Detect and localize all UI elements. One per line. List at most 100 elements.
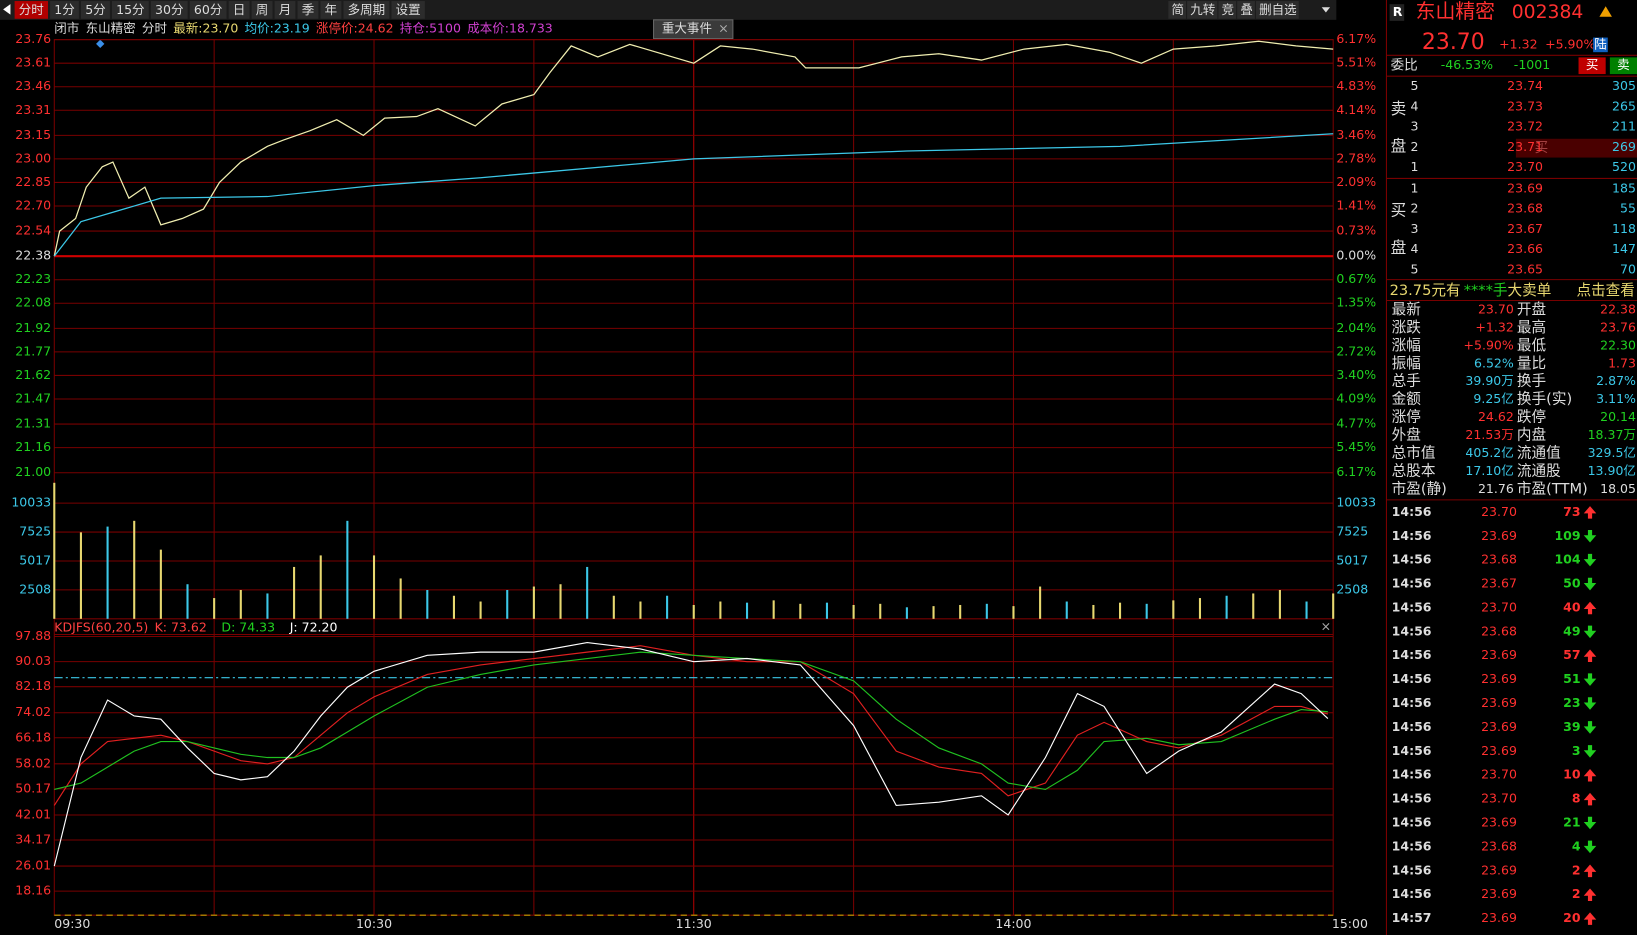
- trade-time: 14:56: [1392, 671, 1432, 686]
- kdj-tick-label: 74.02: [15, 704, 51, 719]
- tool-button-bg[interactable]: [1187, 1, 1218, 19]
- book-volume: 269: [1612, 139, 1636, 154]
- trade-arrow: [1583, 601, 1597, 615]
- tool-button[interactable]: 简: [1171, 2, 1184, 17]
- period-tab-label[interactable]: 15分: [116, 2, 145, 17]
- big-order-notice[interactable]: 点击查看: [1576, 282, 1634, 299]
- tool-button-bg[interactable]: [1168, 1, 1187, 19]
- period-tab-label[interactable]: 日: [233, 2, 246, 17]
- volume-tick-label: 2508: [19, 581, 51, 596]
- volume-bar: [1332, 593, 1335, 619]
- period-tab[interactable]: [274, 1, 296, 19]
- buy-button-bg[interactable]: [1578, 57, 1606, 75]
- sell-button[interactable]: 卖: [1617, 57, 1630, 72]
- period-tab[interactable]: [189, 1, 227, 19]
- period-tab-label[interactable]: 分时: [19, 2, 45, 17]
- big-order-notice: 23.75元有: [1390, 282, 1461, 299]
- stat-value: 9.25亿: [1473, 391, 1513, 406]
- volume-bar: [1118, 602, 1122, 619]
- period-tab[interactable]: [343, 1, 390, 19]
- pct-tick-label: 2.09%: [1336, 174, 1376, 189]
- volume-bar: [1145, 603, 1148, 619]
- kdj-tick-label: 58.02: [15, 755, 51, 770]
- book-price: 23.71: [1507, 139, 1543, 154]
- stat-value: 13.90亿: [1588, 463, 1636, 478]
- volume-bar: [213, 598, 216, 619]
- pct-tick-label: 5.45%: [1336, 439, 1376, 454]
- period-tab[interactable]: [50, 1, 79, 19]
- volume-bar: [79, 532, 82, 619]
- tool-button[interactable]: 叠: [1240, 2, 1253, 17]
- stat-value: 18.37万: [1588, 427, 1636, 442]
- volume-bar: [266, 593, 269, 619]
- period-tab-label[interactable]: 年: [325, 2, 338, 17]
- period-tab-label[interactable]: 30分: [155, 2, 184, 17]
- volume-bar: [612, 595, 615, 619]
- trade-arrow: [1583, 721, 1597, 734]
- volume-bar: [506, 589, 509, 619]
- volume-bar: [559, 584, 562, 619]
- tool-button-bg[interactable]: [1237, 1, 1255, 19]
- pct-tick-label: 0.73%: [1336, 223, 1376, 238]
- event-close[interactable]: ×: [718, 21, 729, 36]
- info-item: 最新:23.70: [173, 21, 238, 36]
- volume-bar: [639, 601, 642, 619]
- pct-tick-label: 0.00%: [1336, 248, 1376, 263]
- stat-label: 涨停: [1392, 409, 1421, 426]
- tool-button[interactable]: 删自选: [1259, 2, 1297, 17]
- alert-icon[interactable]: [1599, 6, 1612, 17]
- stat-value: 18.05: [1600, 481, 1636, 496]
- event-button-label[interactable]: 重大事件: [662, 21, 712, 36]
- stat-label: 涨幅: [1392, 337, 1421, 354]
- trade-time: 14:56: [1392, 528, 1432, 543]
- book-volume: 55: [1620, 201, 1636, 216]
- volume-bar: [399, 578, 402, 619]
- trade-time: 14:56: [1392, 576, 1432, 591]
- pct-tick-label: 6.17%: [1336, 464, 1376, 479]
- period-tab[interactable]: [81, 1, 110, 19]
- period-tab-label[interactable]: 5分: [85, 2, 106, 17]
- book-level: 3: [1410, 221, 1418, 236]
- volume-bar: [1039, 586, 1042, 619]
- stat-label: 跌停: [1517, 409, 1546, 426]
- tool-button[interactable]: 竞: [1222, 2, 1235, 17]
- period-tab[interactable]: [228, 1, 250, 19]
- tool-button-bg[interactable]: [1255, 1, 1299, 19]
- event-button[interactable]: [653, 19, 734, 40]
- period-tab-label[interactable]: 设置: [396, 2, 421, 17]
- stat-value: 23.70: [1478, 301, 1514, 316]
- tool-button[interactable]: 九转: [1190, 2, 1215, 17]
- sell-button-bg[interactable]: [1609, 57, 1637, 75]
- menu-icon[interactable]: [1321, 7, 1331, 13]
- tool-button-bg[interactable]: [1218, 1, 1237, 19]
- period-tab[interactable]: [150, 1, 188, 19]
- buy-button[interactable]: 买: [1586, 57, 1599, 72]
- period-tab-label[interactable]: 月: [279, 2, 292, 17]
- period-tab[interactable]: [251, 1, 273, 19]
- volume-bar: [1278, 589, 1281, 619]
- pct-tick-label: 2.78%: [1336, 150, 1376, 165]
- volume-bar: [745, 602, 749, 619]
- period-tab-label[interactable]: 1分: [54, 2, 75, 17]
- period-tab[interactable]: [320, 1, 342, 19]
- period-tab-label[interactable]: 多周期: [348, 2, 386, 17]
- book-side: 卖: [1391, 99, 1407, 118]
- period-tab[interactable]: [111, 1, 149, 19]
- period-tab[interactable]: [391, 1, 425, 19]
- period-tab[interactable]: [297, 1, 319, 19]
- period-tab[interactable]: [14, 1, 49, 19]
- period-tab-label[interactable]: 60分: [194, 2, 223, 17]
- trade-price: 23.68: [1481, 552, 1517, 567]
- trade-volume: 109: [1554, 528, 1580, 543]
- trade-volume: 51: [1563, 671, 1580, 686]
- period-tab-label[interactable]: 季: [302, 2, 315, 17]
- trade-arrow: [1583, 697, 1597, 710]
- indicator-close[interactable]: ×: [1321, 619, 1332, 634]
- period-tab-label[interactable]: 周: [256, 2, 269, 17]
- volume-bar: [959, 604, 962, 619]
- book-volume: 265: [1612, 98, 1636, 113]
- book-level: 5: [1410, 78, 1418, 93]
- trade-arrow: [1583, 768, 1597, 782]
- trade-volume: 39: [1563, 719, 1580, 734]
- price-line: [53, 133, 1334, 257]
